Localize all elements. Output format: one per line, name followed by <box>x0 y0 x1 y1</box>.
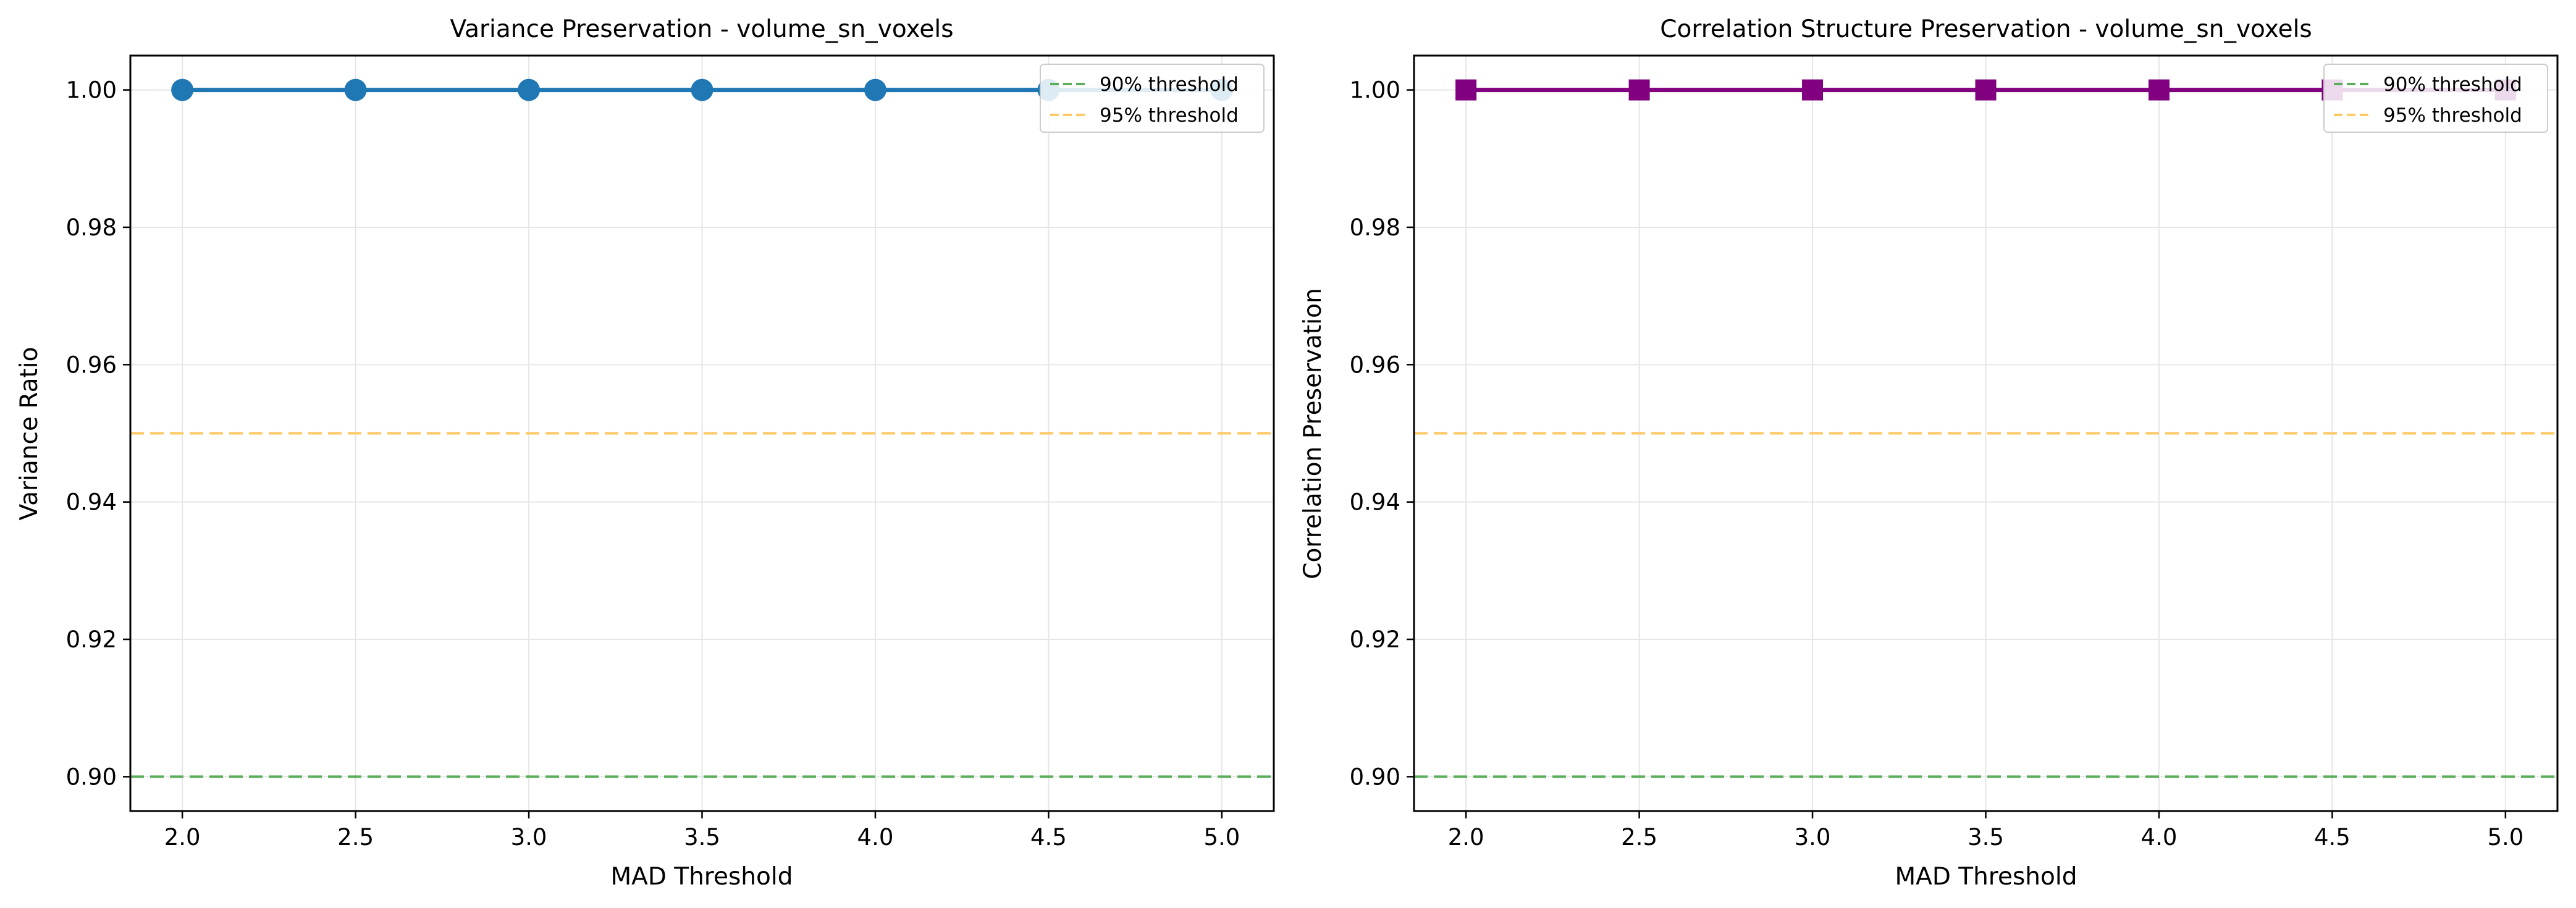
legend-label: 95% threshold <box>2383 104 2522 127</box>
x-tick-label: 3.0 <box>1795 824 1831 851</box>
x-tick-label: 5.0 <box>2487 824 2523 851</box>
x-tick-label: 3.5 <box>684 824 720 851</box>
y-tick-label: 0.94 <box>66 489 117 516</box>
x-axis-label: MAD Threshold <box>1895 863 2077 891</box>
data-point <box>2148 79 2170 101</box>
data-point <box>1802 79 1824 101</box>
legend: 90% threshold 95% threshold <box>2323 64 2548 133</box>
data-point <box>518 78 541 101</box>
y-axis-label: Correlation Preservation <box>1299 288 1327 579</box>
x-tick-label: 4.0 <box>857 824 894 851</box>
legend-box <box>1040 64 1265 133</box>
chart-title: Correlation Structure Preservation - vol… <box>1660 15 2312 43</box>
legend: 90% threshold 95% threshold <box>1040 64 1265 133</box>
data-point <box>864 78 886 101</box>
y-tick-label: 0.96 <box>1350 351 1400 378</box>
y-tick-label: 0.90 <box>1350 763 1400 790</box>
x-axis-label: MAD Threshold <box>611 863 793 891</box>
data-point <box>1628 79 1650 101</box>
legend-label: 90% threshold <box>2383 74 2522 96</box>
legend-label: 90% threshold <box>1100 74 1239 96</box>
y-axis-label: Variance Ratio <box>15 347 43 521</box>
legend-box <box>2323 64 2548 133</box>
x-tick-label: 4.0 <box>2141 824 2178 851</box>
data-point <box>1455 79 1477 101</box>
y-tick-label: 0.98 <box>1350 214 1400 241</box>
y-tick-label: 0.92 <box>1350 626 1400 653</box>
x-tick-label: 4.5 <box>1030 824 1067 851</box>
y-tick-label: 1.00 <box>1350 77 1400 104</box>
y-tick-label: 0.92 <box>66 626 117 653</box>
y-tick-label: 0.96 <box>66 351 117 378</box>
chart-title: Variance Preservation - volume_sn_voxels <box>450 15 953 43</box>
y-tick-label: 1.00 <box>66 77 117 104</box>
x-tick-label: 3.5 <box>1968 824 2004 851</box>
x-tick-label: 2.0 <box>164 824 201 851</box>
data-point <box>1975 79 1997 101</box>
x-tick-label: 2.0 <box>1448 824 1484 851</box>
y-tick-label: 0.98 <box>66 214 117 241</box>
data-point <box>344 78 367 101</box>
data-point <box>691 78 713 101</box>
data-point <box>171 78 194 101</box>
x-tick-label: 2.5 <box>337 824 374 851</box>
x-tick-label: 2.5 <box>1621 824 1657 851</box>
x-tick-label: 4.5 <box>2314 824 2351 851</box>
correlation-preservation-chart: Correlation Structure Preservation - vol… <box>1299 15 2559 891</box>
y-tick-label: 0.90 <box>66 763 117 790</box>
x-tick-label: 3.0 <box>511 824 547 851</box>
legend-label: 95% threshold <box>1100 104 1239 127</box>
x-tick-label: 5.0 <box>1203 824 1240 851</box>
y-tick-label: 0.94 <box>1350 489 1400 516</box>
variance-preservation-chart: Variance Preservation - volume_sn_voxels… <box>15 15 1275 891</box>
